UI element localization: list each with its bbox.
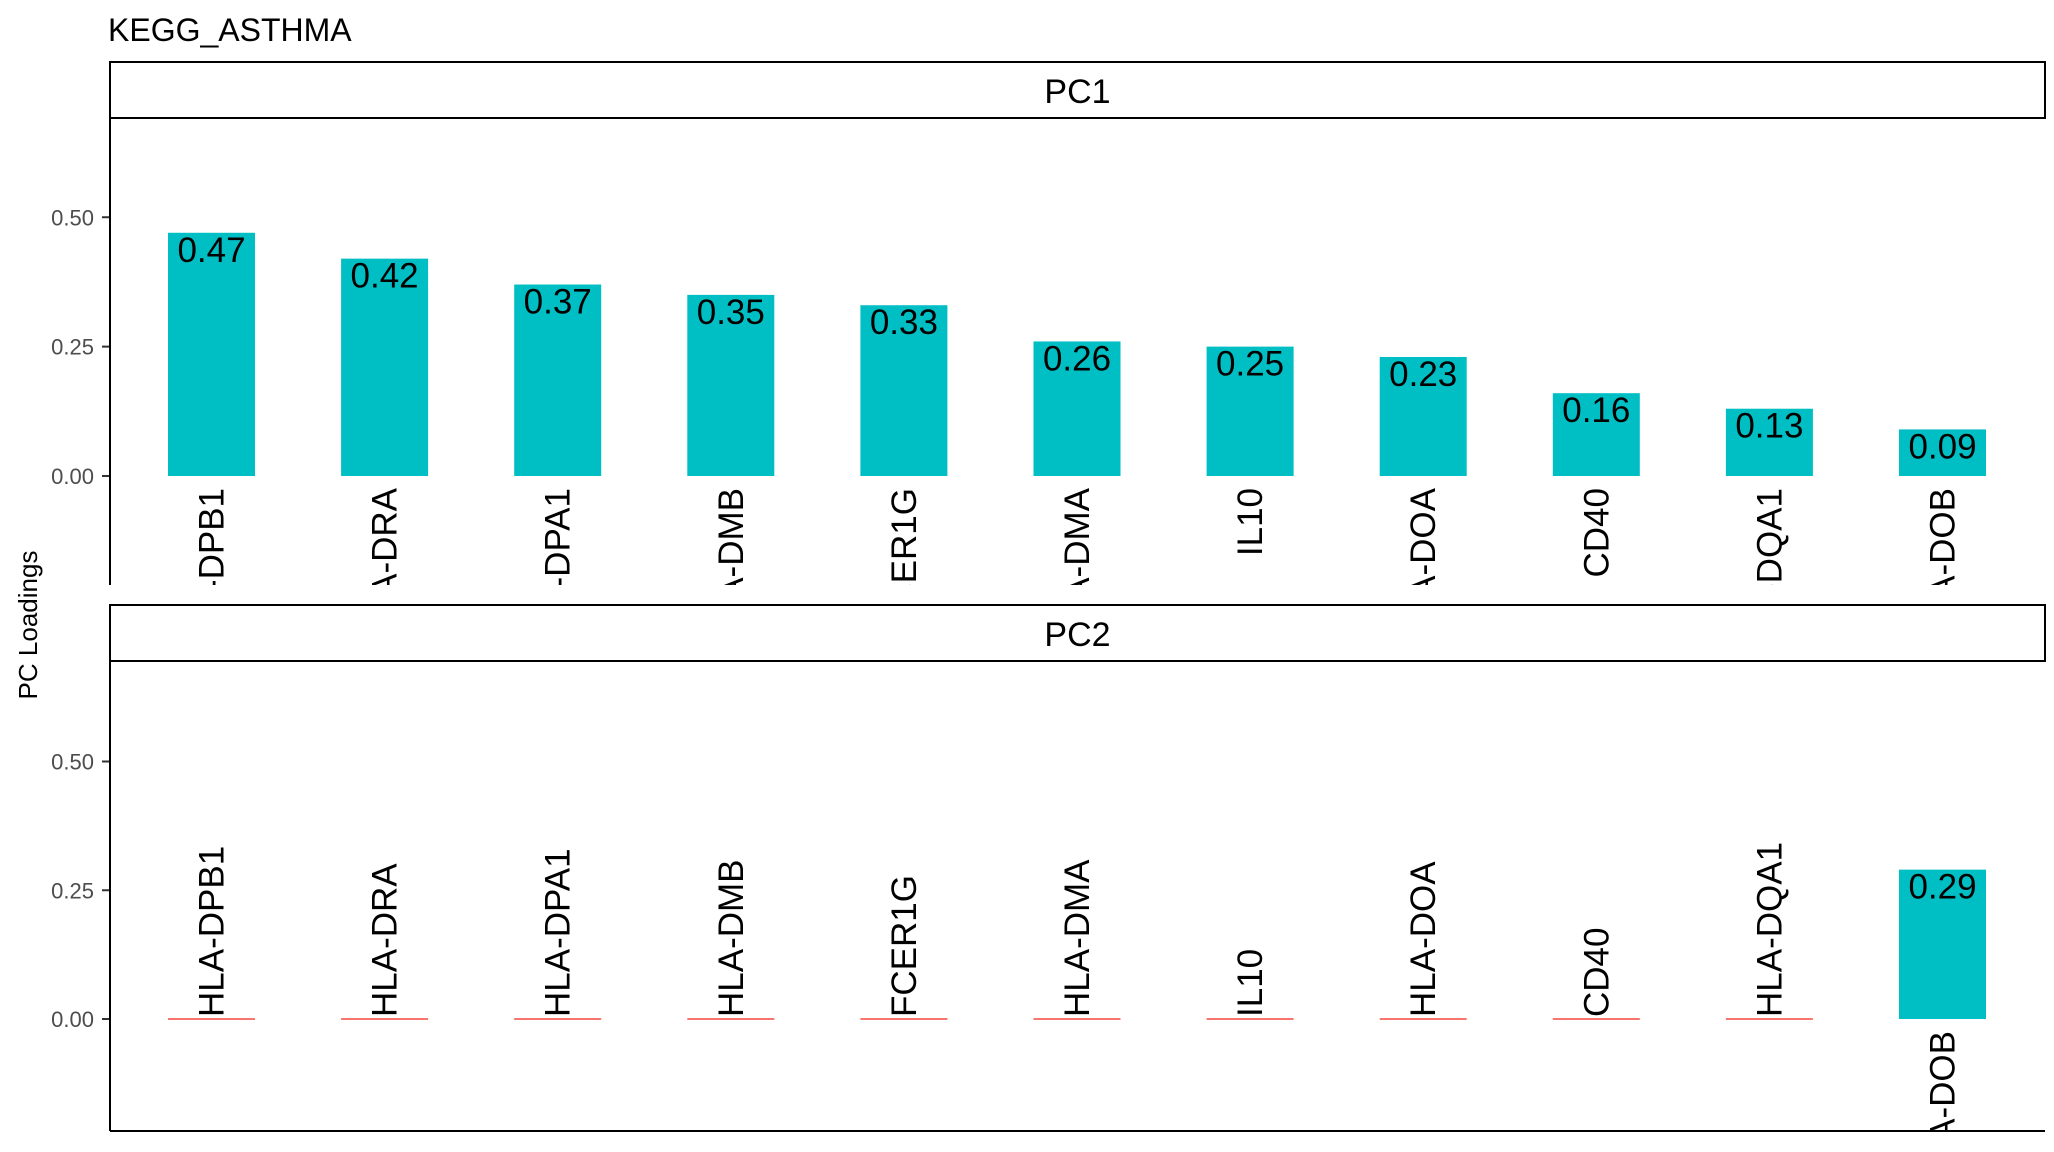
y-tick-label: 0.00 [51,1007,94,1032]
data-label: 0.29 [1908,868,1976,907]
data-label: 0.09 [1908,427,1976,466]
category-label: FCER1G [885,875,924,1017]
y-tick-label: 0.50 [51,750,94,775]
category-label: HLA-DPB1 [193,488,232,659]
data-label: 0.35 [697,293,765,332]
category-label: IL10 [1231,949,1270,1017]
y-tick-label: 0.25 [51,335,94,360]
bar [168,232,255,476]
category-label: HLA-DOA [1404,861,1443,1017]
bar [341,258,429,476]
category-label: HLA-DMA [1058,859,1097,1017]
data-label: 0.26 [1043,339,1111,378]
panel-pc1: PC1 0.00 0.25 0.50 0.47 HLA-DPB1 0.42 HLA-DRA… [51,61,2046,663]
category-label: IL10 [1231,488,1270,556]
category-label: HLA-DOB [1924,488,1963,644]
bar [1552,393,1640,476]
bar [1379,356,1467,476]
category-label: CD40 [1577,928,1616,1017]
category-label: HLA-DMB [712,859,751,1017]
category-label: HLA-DMB [712,488,751,646]
data-label: 0.16 [1562,391,1630,430]
category-label: HLA-DRA [366,487,405,641]
panel-pc2: PC2 0.00 0.25 0.50 HLA-DPB1 HLA-DRA HLA-DPA1… [51,604,2046,1152]
category-label: FCER1G [885,488,924,630]
data-label: 0.25 [1216,345,1284,384]
category-label: HLA-DOB [1924,1031,1963,1152]
data-label: 0.47 [177,231,245,270]
data-label: 0.33 [870,303,938,342]
bar [1899,429,1986,476]
category-label: CD40 [1577,488,1616,577]
category-label: HLA-DPA1 [539,848,578,1017]
category-label: HLA-DRA [366,863,405,1017]
bar [860,305,948,476]
category-label: HLA-DPB1 [193,846,232,1017]
bar [1033,341,1121,476]
facet-strip-label-pc1: PC1 [1044,73,1110,111]
y-axis-label: PC Loadings [13,551,43,700]
bar [1725,408,1813,476]
y-tick-label: 0.00 [51,464,94,489]
category-label: HLA-DMA [1058,487,1097,645]
category-label: HLA-DPA1 [539,488,578,657]
category-label: HLA-DQA1 [1750,488,1789,663]
bar [687,294,775,476]
data-label: 0.13 [1735,407,1803,446]
category-label: HLA-DQA1 [1750,842,1789,1017]
facet-strip-label-pc2: PC2 [1044,616,1110,654]
bar [1206,346,1294,476]
data-label: 0.42 [351,257,419,296]
facet-strip-pc1 [109,61,2046,119]
bar [1899,869,1986,1019]
facet-strip-pc2 [109,604,2046,662]
data-label: 0.37 [524,283,592,322]
chart-title: KEGG_ASTHMA [108,12,352,48]
y-tick-label: 0.25 [51,878,94,903]
bar [514,284,602,476]
category-label: HLA-DOA [1404,487,1443,643]
y-tick-label: 0.50 [51,205,94,230]
data-label: 0.23 [1389,355,1457,394]
